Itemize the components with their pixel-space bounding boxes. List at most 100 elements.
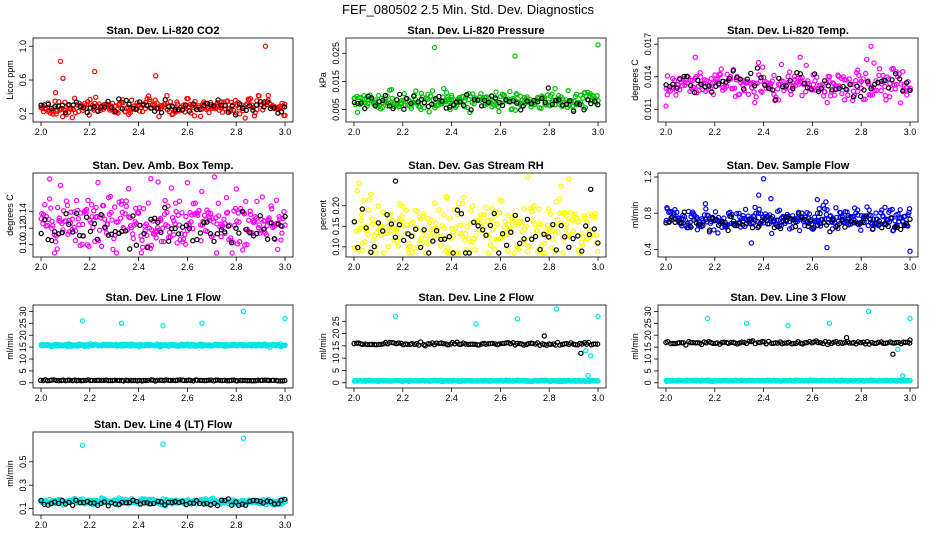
data-point: [760, 74, 767, 81]
data-point: [260, 107, 266, 113]
data-point: [858, 220, 864, 226]
data-point: [822, 89, 828, 95]
data-point: [197, 113, 204, 120]
data-point: [803, 62, 809, 69]
x-tick-label: 2.0: [348, 127, 361, 137]
data-point: [234, 378, 241, 384]
data-point: [776, 75, 782, 82]
data-point: [55, 204, 61, 211]
x-tick-label: 2.8: [230, 520, 243, 530]
data-point: [158, 109, 165, 116]
data-point: [243, 226, 249, 233]
outlier-point: [760, 176, 767, 182]
y-tick-label: 0: [331, 380, 341, 385]
data-point: [197, 230, 204, 236]
data-point: [906, 206, 913, 212]
panel-title: Stan. Dev. Li-820 CO2: [107, 25, 220, 37]
data-point: [130, 213, 136, 219]
panel-line3: Stan. Dev. Line 3 Flow 2.0 2.2 2.4 2.6 2.8 3.0…: [630, 292, 919, 403]
series-all: [663, 43, 913, 109]
data-point: [418, 339, 424, 345]
data-point: [492, 95, 499, 101]
data-point: [482, 222, 489, 228]
panel-title: Stan. Dev. Sample Flow: [727, 160, 850, 172]
x-tick-label: 2.6: [181, 127, 194, 137]
data-point: [96, 377, 102, 383]
data-point: [145, 377, 151, 384]
data-point: [406, 240, 412, 247]
data-point: [673, 92, 679, 98]
data-point: [531, 202, 537, 209]
data-point: [229, 103, 235, 109]
data-point: [728, 213, 734, 220]
data-point: [568, 340, 574, 346]
data-point: [399, 203, 406, 209]
data-point: [438, 243, 444, 249]
outlier-point: [60, 75, 66, 82]
data-point: [351, 99, 358, 106]
data-point: [261, 226, 267, 232]
data-point: [847, 81, 853, 88]
data-point: [445, 342, 451, 348]
data-point: [485, 250, 492, 256]
data-point: [242, 242, 248, 248]
data-point: [550, 221, 556, 228]
data-point: [790, 85, 796, 92]
data-point: [125, 377, 131, 384]
data-point: [757, 78, 764, 84]
data-point: [256, 222, 262, 228]
data-point: [42, 216, 48, 223]
data-point: [354, 187, 360, 194]
data-point: [496, 99, 502, 106]
data-point: [122, 211, 128, 217]
data-point: [256, 93, 262, 99]
data-point: [732, 85, 738, 91]
data-point: [417, 238, 423, 244]
data-point: [472, 247, 478, 253]
data-point: [685, 220, 691, 227]
data-point: [50, 222, 56, 229]
data-point: [523, 223, 530, 229]
data-point: [244, 241, 250, 248]
data-point: [59, 220, 65, 227]
data-point: [401, 237, 407, 244]
data-point: [778, 61, 785, 68]
data-point: [243, 107, 249, 114]
data-point: [871, 60, 877, 66]
data-point: [355, 244, 361, 251]
data-point: [695, 77, 701, 84]
data-point: [63, 198, 70, 204]
data-point: [247, 498, 253, 504]
data-point: [154, 100, 160, 106]
data-point: [507, 88, 513, 95]
y-tick-label: 30: [643, 306, 653, 316]
data-point: [524, 248, 531, 255]
data-point: [897, 100, 904, 106]
data-point: [769, 87, 776, 93]
x-tick-label: 2.4: [445, 393, 458, 403]
data-point: [839, 216, 845, 223]
data-point: [884, 340, 890, 346]
outlier-point: [868, 43, 874, 50]
data-point: [505, 247, 511, 254]
data-point: [529, 236, 535, 242]
y-tick-label: 0.025: [331, 42, 341, 65]
data-point: [239, 105, 246, 111]
data-point: [222, 106, 229, 112]
data-point: [890, 65, 897, 72]
data-point: [95, 179, 101, 186]
series-all: [38, 43, 288, 121]
data-point: [233, 225, 239, 231]
data-point: [239, 501, 246, 507]
data-point: [282, 101, 288, 107]
data-point: [141, 500, 147, 506]
data-point: [591, 226, 598, 232]
data-point: [536, 206, 542, 212]
data-point: [703, 216, 709, 223]
data-point: [351, 219, 357, 225]
y-tick-label: 0: [643, 380, 653, 385]
data-point: [713, 83, 719, 90]
outlier-point: [240, 308, 247, 315]
data-point: [712, 217, 719, 223]
data-point: [186, 225, 193, 232]
